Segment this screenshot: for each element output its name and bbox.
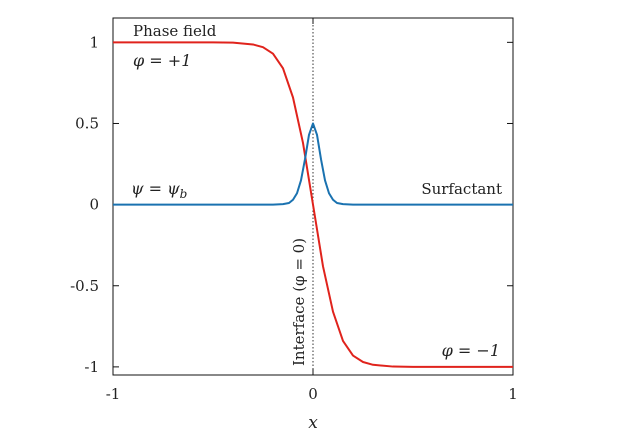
series-line-phase-field bbox=[113, 41, 513, 368]
x-axis-label: x bbox=[308, 413, 318, 433]
y-tick-label: 0 bbox=[89, 196, 99, 214]
annotation-surfactant: Surfactant bbox=[421, 180, 502, 198]
x-tick-label: 1 bbox=[508, 385, 518, 403]
y-tick-label: 0.5 bbox=[75, 114, 99, 132]
psi-b-main: ψ = ψ bbox=[131, 179, 180, 198]
x-tick-label: -1 bbox=[106, 385, 121, 403]
annotation-phase-field: Phase field bbox=[133, 22, 217, 40]
y-tick-label: -1 bbox=[84, 358, 99, 376]
annotation-phi-minus: φ = −1 bbox=[442, 341, 500, 360]
annotation-phi-plus: φ = +1 bbox=[133, 51, 191, 70]
annotation-interface: Interface (φ = 0) bbox=[290, 238, 308, 366]
y-tick-label: 1 bbox=[89, 33, 99, 51]
annotation-psi-b: ψ = ψb bbox=[131, 179, 187, 201]
axis-tick-labels: -1 0 1 1 0.5 0 -0.5 -1 bbox=[70, 33, 518, 403]
series-layer bbox=[113, 41, 513, 368]
y-tick-label: -0.5 bbox=[70, 277, 99, 295]
psi-b-subscript: b bbox=[180, 187, 188, 201]
series-line-surfactant bbox=[113, 122, 513, 206]
x-tick-label: 0 bbox=[308, 385, 318, 403]
